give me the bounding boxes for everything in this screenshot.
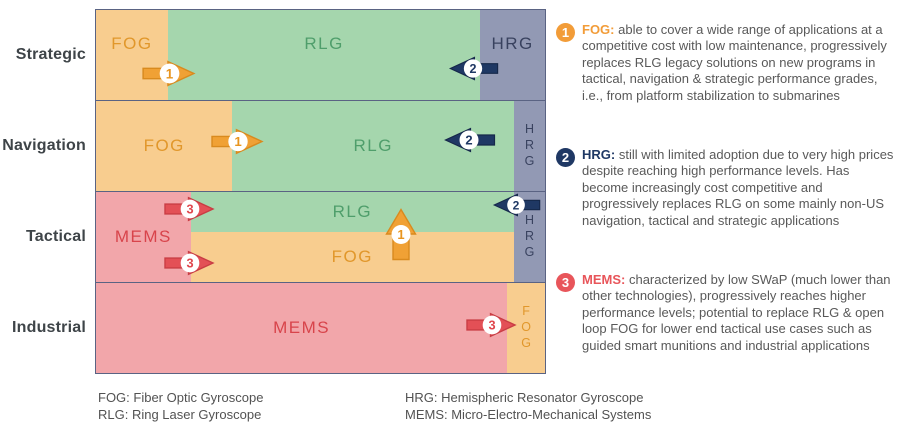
glossary-fog: FOG: Fiber Optic Gyroscope [98, 390, 264, 405]
glossary-rlg: RLG: Ring Laser Gyroscope [98, 407, 262, 422]
segment-label: HRG [491, 34, 534, 53]
mems-right-arrow-icon: 3 [164, 249, 215, 277]
hrg-left-arrow-icon: 2 [447, 55, 500, 82]
strategic-row: FOG RLG HRG [96, 10, 545, 100]
annotation-lead: HRG: [582, 147, 616, 162]
arrow-number: 2 [470, 62, 477, 76]
arrow-number: 1 [234, 134, 241, 149]
annotation-hrg: 2 HRG: still with limited adoption due t… [556, 147, 898, 229]
arrow-number: 1 [397, 227, 404, 242]
annotation-text: HRG: still with limited adoption due to … [582, 147, 898, 229]
hrg-left-arrow-icon: 2 [491, 192, 542, 218]
fog-right-arrow-icon: 1 [211, 126, 264, 157]
annotation-body: still with limited adoption due to very … [582, 147, 894, 228]
segment-label-vertical: FOG [519, 304, 534, 352]
segment-strategic-fog: FOG [96, 10, 168, 100]
segment-label: RLG [353, 136, 393, 155]
arrow-number: 2 [513, 198, 520, 212]
arrow-number: 1 [166, 66, 174, 81]
segment-industrial-mems: MEMS [96, 283, 508, 373]
segment-label-vertical: HRG [522, 213, 537, 261]
segment-label: RLG [304, 34, 344, 53]
glossary-mems: MEMS: Micro-Electro-Mechanical Systems [405, 407, 652, 422]
segment-label-vertical: HRG [522, 122, 537, 170]
hrg-left-arrow-icon: 2 [442, 126, 497, 154]
segment-tactical-fog: FOG [190, 231, 515, 282]
glossary-right: HRG: Hemispheric Resonator Gyroscope MEM… [405, 389, 651, 423]
fog-right-arrow-icon: 1 [142, 59, 196, 88]
arrow-number: 3 [186, 202, 193, 217]
tactical-middle-column: RLG FOG [190, 192, 515, 282]
number-3-badge-icon: 3 [556, 273, 575, 292]
row-label-strategic: Strategic [15, 45, 86, 63]
segment-strategic-hrg: HRG [480, 10, 545, 100]
annotation-text: MEMS: characterized by low SWaP (much lo… [582, 272, 898, 354]
row-label-tactical: Tactical [26, 228, 86, 246]
arrow-number: 2 [465, 133, 472, 148]
fog-up-arrow-icon: 1 [384, 207, 418, 262]
annotation-body: able to cover a wide range of applicatio… [582, 22, 887, 103]
tactical-row: MEMS RLG FOG HRG [96, 191, 545, 282]
segment-strategic-rlg: RLG [167, 10, 481, 100]
segment-industrial-fog: FOG [507, 283, 545, 373]
segment-tactical-rlg: RLG [190, 192, 515, 232]
row-label-navigation: Navigation [2, 136, 86, 154]
industrial-row: MEMS FOG [96, 282, 545, 373]
annotation-lead: FOG: [582, 22, 615, 37]
segment-label: MEMS [114, 227, 172, 246]
annotation-text: FOG: able to cover a wide range of appli… [582, 22, 898, 104]
segment-label: FOG [143, 136, 185, 155]
segment-navigation-fog: FOG [96, 101, 233, 191]
number-1-badge-icon: 1 [556, 23, 575, 42]
annotation-body: characterized by low SWaP (much lower th… [582, 272, 891, 353]
segment-label: MEMS [273, 318, 331, 337]
glossary-left: FOG: Fiber Optic Gyroscope RLG: Ring Las… [98, 389, 263, 423]
row-label-industrial: Industrial [11, 319, 86, 337]
annotation-lead: MEMS: [582, 272, 626, 287]
glossary-hrg: HRG: Hemispheric Resonator Gyroscope [405, 390, 644, 405]
annotation-mems: 3 MEMS: characterized by low SWaP (much … [556, 272, 898, 354]
annotation-fog: 1 FOG: able to cover a wide range of app… [556, 22, 898, 104]
segment-label: FOG [331, 246, 374, 266]
mems-right-arrow-icon: 3 [466, 311, 517, 339]
row-labels: Strategic Navigation Tactical Industrial [0, 9, 86, 374]
segment-label: RLG [332, 201, 373, 221]
arrow-number: 3 [186, 256, 193, 271]
number-2-badge-icon: 2 [556, 148, 575, 167]
mems-right-arrow-icon: 3 [164, 195, 215, 223]
segment-label: FOG [111, 34, 153, 53]
segment-navigation-hrg: HRG [514, 101, 545, 191]
arrow-number: 3 [488, 318, 495, 333]
